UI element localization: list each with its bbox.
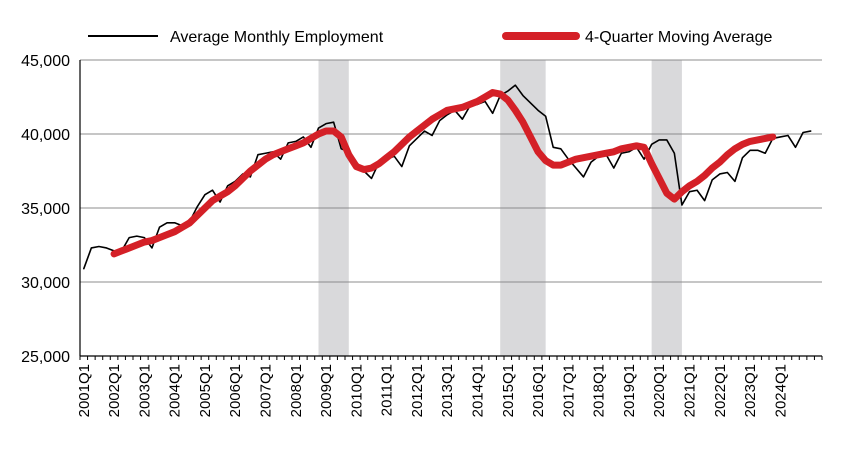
x-tick-label: 2020Q1 [651, 364, 668, 417]
x-tick-label: 2013Q1 [439, 364, 456, 417]
x-tick-label: 2023Q1 [742, 364, 759, 417]
x-tick-label: 2017Q1 [560, 364, 577, 417]
x-tick-label: 2003Q1 [136, 364, 153, 417]
axes-layer: 25,000 30,000 35,000 40,000 45,000 2001Q1 2002… [21, 53, 823, 417]
x-tick-label: 2018Q1 [591, 364, 608, 417]
legend-label-moving-average: 4-Quarter Moving Average [585, 29, 772, 46]
x-tick-label: 2002Q1 [106, 364, 123, 417]
series-line-employment [82, 84, 812, 270]
x-tick-label: 2012Q1 [409, 364, 426, 417]
x-tick-label: 2011Q1 [379, 364, 396, 416]
x-tick-label: 2019Q1 [621, 364, 638, 417]
x-tick-label: 2021Q1 [682, 364, 699, 417]
y-tick-label: 45,000 [21, 53, 70, 70]
x-tick-label: 2005Q1 [197, 364, 214, 417]
x-tick-label: 2022Q1 [712, 364, 729, 417]
x-tick-label: 2024Q1 [772, 364, 789, 417]
y-tick-label: 35,000 [21, 201, 70, 218]
x-tick-label: 2010Q1 [348, 364, 365, 417]
x-tick-label: 2009Q1 [318, 364, 335, 417]
x-tick-label: 2001Q1 [76, 364, 93, 417]
series-line-moving-average [110, 89, 777, 258]
x-tick-label: 2007Q1 [258, 364, 275, 417]
x-tick-label: 2015Q1 [500, 364, 517, 417]
legend-label-employment: Average Monthly Employment [170, 29, 384, 46]
legend: Average Monthly Employment 4-Quarter Mov… [88, 29, 772, 46]
series-layer [82, 84, 812, 270]
y-tick-label: 30,000 [21, 275, 70, 292]
x-tick-label: 2004Q1 [167, 364, 184, 417]
x-tick-label: 2016Q1 [530, 364, 547, 417]
x-tick-label: 2008Q1 [288, 364, 305, 417]
x-tick-label: 2006Q1 [227, 364, 244, 417]
y-tick-label: 25,000 [21, 349, 70, 366]
y-tick-label: 40,000 [21, 127, 70, 144]
x-tick-label: 2014Q1 [470, 364, 487, 417]
